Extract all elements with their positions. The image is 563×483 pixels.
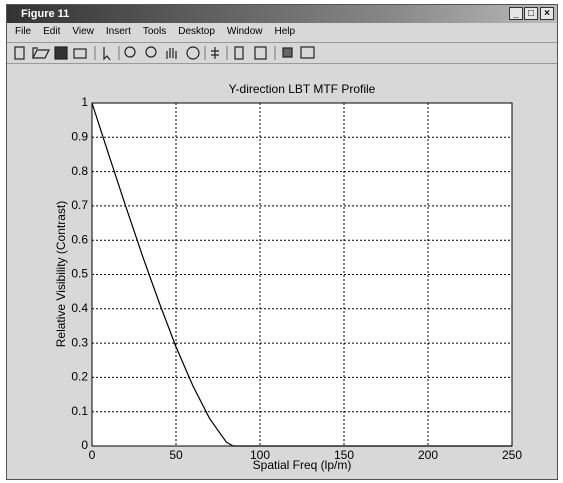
- zoom-in-icon[interactable]: [124, 46, 136, 58]
- x-tick-label: 0: [89, 448, 96, 462]
- x-tick-label: 100: [250, 448, 270, 462]
- x-tick-label: 200: [418, 448, 438, 462]
- data-line: [91, 102, 512, 447]
- close-button[interactable]: ×: [540, 7, 554, 20]
- save-icon[interactable]: [54, 46, 68, 60]
- minimize-button[interactable]: _: [509, 7, 523, 20]
- toolbar-icons: [14, 46, 315, 61]
- zoom-out-icon[interactable]: [145, 46, 157, 58]
- window-title: Figure 11: [21, 8, 70, 20]
- menu-item[interactable]: File: [15, 26, 32, 37]
- legend-icon[interactable]: [254, 46, 267, 60]
- rotate-icon[interactable]: [186, 46, 200, 60]
- x-tick-label: 250: [502, 448, 522, 462]
- chart-title: Y-direction LBT MTF Profile: [229, 82, 376, 96]
- y-tick-label: 0.7: [71, 198, 88, 212]
- menu-item[interactable]: Help: [274, 26, 296, 37]
- y-tick-label: 0.2: [71, 370, 88, 384]
- y-tick-label: 0.1: [71, 404, 88, 418]
- x-axis-label: Spatial Freq (lp/m): [253, 458, 352, 472]
- datacursor-icon[interactable]: [211, 47, 219, 59]
- y-tick-label: 1: [81, 95, 88, 109]
- menu-item[interactable]: Tools: [142, 26, 167, 37]
- open-icon[interactable]: [32, 47, 50, 59]
- y-tick-label: 0.9: [71, 129, 88, 143]
- toolbar: [7, 42, 557, 64]
- menu-item[interactable]: Insert: [105, 26, 131, 37]
- print-icon[interactable]: [73, 48, 87, 59]
- y-axis-label: Relative Visibility (Contrast): [54, 201, 68, 348]
- y-tick-label: 0: [81, 438, 88, 452]
- menu-item[interactable]: Edit: [43, 26, 61, 37]
- y-tick-label: 0.6: [71, 232, 88, 246]
- menu-item[interactable]: Window: [226, 26, 263, 37]
- hide-tools-icon[interactable]: [282, 47, 293, 58]
- pointer-icon[interactable]: [103, 47, 111, 61]
- y-tick-label: 0.8: [71, 164, 88, 178]
- y-tick-label: 0.4: [71, 301, 88, 315]
- x-tick-label: 150: [334, 448, 354, 462]
- x-tick-label: 50: [169, 448, 183, 462]
- y-tick-label: 0.3: [71, 335, 88, 349]
- pan-icon[interactable]: [166, 48, 177, 59]
- menu-item[interactable]: Desktop: [178, 26, 215, 37]
- menu-bar: File Edit View Insert Tools Desktop Window Help: [7, 24, 557, 40]
- colorbar-icon[interactable]: [234, 46, 244, 60]
- y-tick-label: 0.5: [71, 267, 88, 281]
- new-icon[interactable]: [14, 46, 25, 60]
- menu-item[interactable]: View: [72, 26, 94, 37]
- title-bar: Figure 11 _ □ ×: [7, 5, 557, 23]
- show-tools-icon[interactable]: [300, 46, 315, 59]
- maximize-button[interactable]: □: [524, 7, 538, 20]
